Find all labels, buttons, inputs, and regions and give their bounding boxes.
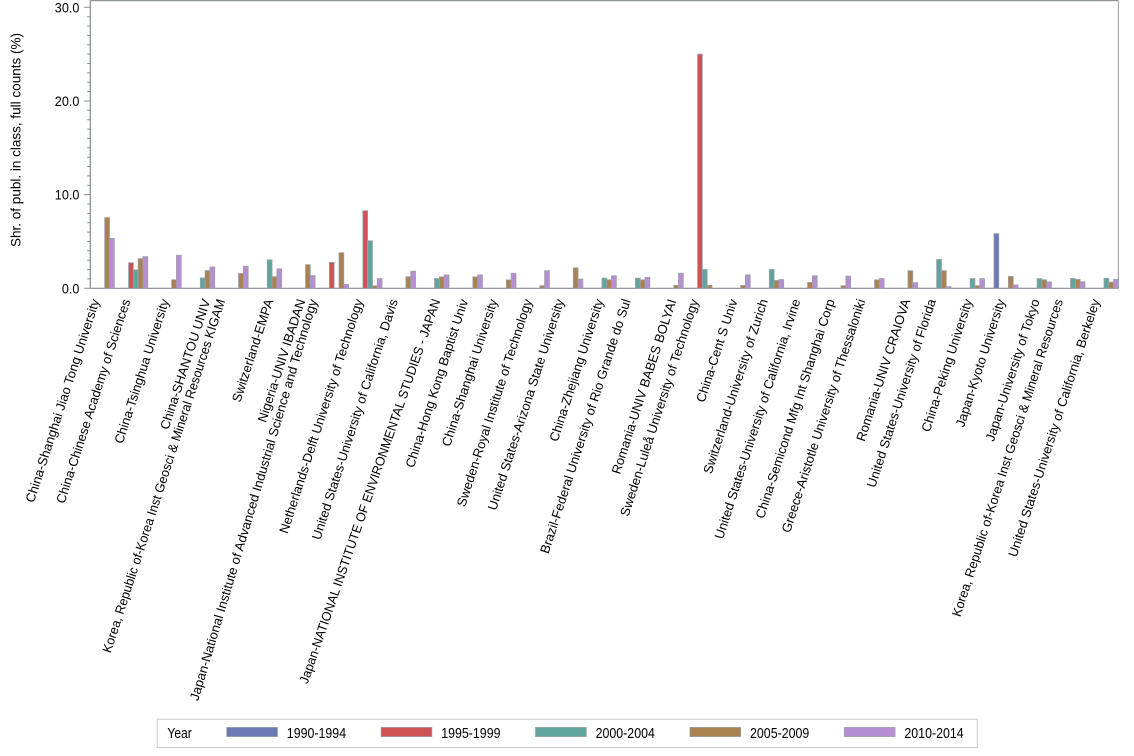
svg-text:2005-2009: 2005-2009 (750, 725, 809, 742)
svg-text:2000-2004: 2000-2004 (596, 725, 655, 742)
svg-text:30.0: 30.0 (55, 0, 80, 15)
svg-text:2010-2014: 2010-2014 (904, 725, 963, 742)
svg-text:0.0: 0.0 (62, 280, 80, 296)
svg-text:1995-1999: 1995-1999 (441, 725, 500, 742)
svg-text:10.0: 10.0 (55, 187, 80, 203)
svg-text:Year: Year (167, 725, 191, 742)
svg-text:20.0: 20.0 (55, 93, 80, 109)
svg-text:1990-1994: 1990-1994 (287, 725, 346, 742)
svg-text:Shr. of publ. in class, full c: Shr. of publ. in class, full counts (%) (8, 33, 24, 247)
